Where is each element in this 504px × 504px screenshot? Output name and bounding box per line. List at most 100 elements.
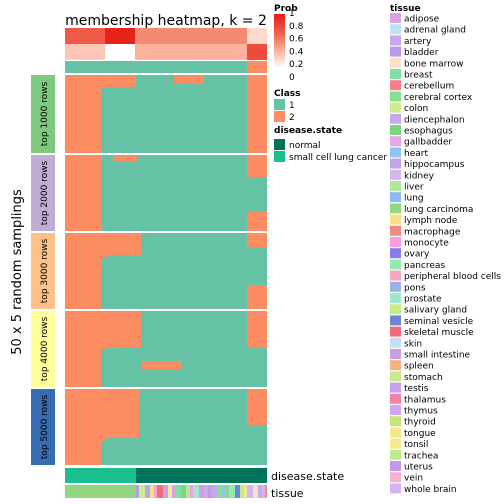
top-annotation-tracks — [65, 28, 267, 73]
prob-color-ramp — [274, 14, 285, 68]
legend-tissue-swatch — [390, 46, 401, 57]
class-track-segment — [247, 61, 267, 73]
prob-track-1-segment — [247, 28, 267, 44]
class-2-region — [65, 233, 101, 309]
legend-tissue-swatch — [390, 472, 401, 483]
legend-tissue-label: diencephalon — [404, 115, 465, 125]
legend-tissue-label: monocyte — [404, 239, 449, 249]
tissue-segment — [204, 485, 208, 498]
legend-tissue-swatch — [390, 349, 401, 359]
legend-tissue-label: esophagus — [404, 127, 453, 137]
legend-tissue-swatch — [390, 326, 401, 337]
legend-tissue-swatch — [390, 337, 401, 348]
group-label: top 1000 rows — [40, 81, 50, 146]
legend-disease-label: small cell lung cancer — [289, 153, 387, 163]
tissue-segment — [265, 485, 267, 498]
class-2-region — [107, 233, 141, 255]
tissue-segment — [235, 485, 240, 498]
legend-tissue-label: trachea — [404, 451, 438, 461]
class-2-region — [247, 285, 267, 309]
tissue-segment — [168, 485, 172, 498]
class-2-region — [65, 75, 101, 153]
tissue-segment — [247, 485, 253, 498]
legend-tissue-label: kidney — [404, 171, 435, 181]
legend-prob-tick: 0.8 — [289, 22, 304, 32]
legend-tissue-swatch — [390, 259, 401, 270]
class-2-region — [107, 311, 141, 347]
legend-tissue-label: skeletal muscle — [404, 328, 474, 338]
legend-tissue-swatch — [390, 393, 401, 404]
legend-tissue-label: cerebellum — [404, 82, 454, 92]
legend-tissue-label: pancreas — [404, 261, 445, 271]
legend-tissue-label: thyroid — [404, 418, 436, 428]
legend-tissue-swatch — [390, 461, 401, 471]
legend-class-label: 1 — [289, 101, 295, 111]
legend-tissue-label: heart — [404, 149, 428, 159]
legend-tissue-label: bladder — [404, 48, 439, 58]
legend-tissue-swatch — [390, 91, 401, 102]
class-2-region — [247, 211, 267, 231]
legends: Prob10.80.60.40.20Class12disease.stateno… — [274, 4, 501, 495]
legend-tissue-swatch — [390, 136, 401, 147]
class-2-region — [174, 75, 204, 83]
bottom-annotation-tracks: disease.state tissue — [65, 468, 344, 500]
prob-track-1-segment — [65, 28, 105, 44]
legend-tissue-label: gallbadder — [404, 138, 452, 148]
tissue-segment — [217, 485, 222, 498]
group-label-box — [31, 233, 55, 309]
legend-disease-title: disease.state — [274, 126, 342, 136]
legend-tissue-swatch — [390, 293, 401, 303]
class-track-segment — [65, 61, 247, 73]
class-2-region — [247, 233, 267, 247]
tissue-track-label: tissue — [271, 487, 304, 500]
legend-tissue-swatch — [390, 102, 401, 113]
legend-tissue-label: hippocampus — [404, 160, 465, 170]
prob-track-1-segment — [105, 28, 135, 44]
heatmap-body — [65, 75, 267, 465]
class-2-region — [65, 389, 101, 465]
tissue-segment — [157, 485, 163, 498]
legend-prob-tick: 0.4 — [289, 47, 304, 57]
chart-title: membership heatmap, k = 2 — [65, 13, 267, 29]
legend-tissue-title: tissue — [390, 4, 421, 14]
legend-tissue-swatch — [390, 237, 401, 247]
class-2-region — [105, 389, 139, 438]
tissue-segment — [258, 485, 262, 498]
tissue-segment — [139, 485, 145, 498]
legend-tissue-label: skin — [404, 339, 422, 349]
legend-tissue-swatch — [390, 304, 401, 315]
class-2-region — [247, 389, 267, 425]
legend-tissue-swatch — [390, 225, 401, 236]
legend-tissue-swatch — [390, 427, 401, 438]
legend-tissue-swatch — [390, 24, 401, 35]
tissue-segment — [186, 485, 190, 498]
class-2-region — [101, 389, 105, 441]
group-label: top 5000 rows — [40, 394, 50, 459]
legend-tissue-label: seminal vesicle — [404, 317, 474, 327]
tissue-segment — [175, 485, 181, 498]
legend-tissue-label: thalamus — [404, 395, 446, 405]
legend-tissue-swatch — [390, 371, 401, 382]
legend-tissue-label: stomach — [404, 373, 443, 383]
legend-tissue-swatch — [390, 315, 401, 326]
legend-class-swatch — [274, 111, 285, 122]
legend-tissue-label: lung — [404, 194, 424, 204]
group-label-box — [31, 155, 55, 231]
prob-track-1-segment — [135, 28, 247, 44]
legend-tissue-swatch — [390, 35, 401, 46]
legend-tissue-swatch — [390, 270, 401, 281]
tissue-segment — [229, 485, 235, 498]
legend-tissue-label: thymus — [404, 407, 438, 417]
legend-tissue-label: breast — [404, 71, 433, 81]
disease-state-segment — [136, 468, 267, 483]
legend-tissue-swatch — [390, 125, 401, 135]
tissue-segment — [65, 485, 136, 498]
legend-tissue-swatch — [390, 57, 401, 68]
legend-tissue-swatch — [390, 203, 401, 214]
legend-tissue-swatch — [390, 438, 401, 449]
tissue-segment — [145, 485, 150, 498]
class-2-region — [113, 155, 137, 161]
legend-tissue-label: liver — [404, 183, 424, 193]
class-2-region — [65, 311, 101, 387]
